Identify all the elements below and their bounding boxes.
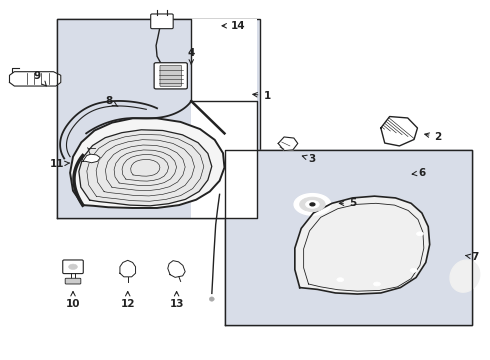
Polygon shape	[79, 130, 212, 206]
FancyBboxPatch shape	[160, 65, 181, 86]
FancyBboxPatch shape	[151, 14, 173, 29]
Polygon shape	[381, 117, 417, 146]
Bar	[57, 19, 260, 218]
Text: 3: 3	[302, 154, 316, 164]
Text: 14: 14	[222, 21, 245, 31]
Text: 10: 10	[66, 292, 80, 309]
FancyBboxPatch shape	[154, 63, 187, 89]
Polygon shape	[70, 118, 224, 208]
Bar	[191, 19, 257, 101]
Polygon shape	[120, 260, 136, 277]
Polygon shape	[225, 149, 472, 325]
Ellipse shape	[416, 232, 423, 236]
Polygon shape	[83, 154, 100, 163]
Ellipse shape	[294, 194, 331, 215]
Polygon shape	[57, 19, 257, 218]
Text: 7: 7	[466, 252, 478, 262]
Text: 12: 12	[121, 292, 135, 309]
Ellipse shape	[410, 269, 417, 273]
Ellipse shape	[69, 264, 77, 270]
Text: 11: 11	[49, 159, 70, 169]
Polygon shape	[168, 261, 185, 277]
Ellipse shape	[337, 278, 343, 282]
Text: 9: 9	[34, 71, 47, 86]
Bar	[225, 149, 472, 325]
Polygon shape	[278, 137, 298, 150]
Polygon shape	[295, 196, 430, 294]
Ellipse shape	[209, 297, 214, 301]
Polygon shape	[9, 72, 61, 86]
Text: 1: 1	[253, 91, 270, 101]
Ellipse shape	[373, 282, 380, 286]
Ellipse shape	[450, 260, 480, 292]
Ellipse shape	[300, 197, 325, 212]
Text: 4: 4	[188, 48, 195, 64]
Ellipse shape	[207, 294, 217, 303]
Ellipse shape	[306, 201, 319, 208]
FancyBboxPatch shape	[63, 260, 83, 274]
Text: 2: 2	[425, 132, 441, 142]
Text: 6: 6	[412, 168, 425, 178]
Text: 5: 5	[340, 198, 356, 208]
Bar	[191, 101, 257, 218]
Ellipse shape	[310, 203, 315, 206]
FancyBboxPatch shape	[65, 278, 81, 284]
Text: 13: 13	[170, 292, 184, 309]
Text: 8: 8	[105, 96, 118, 107]
